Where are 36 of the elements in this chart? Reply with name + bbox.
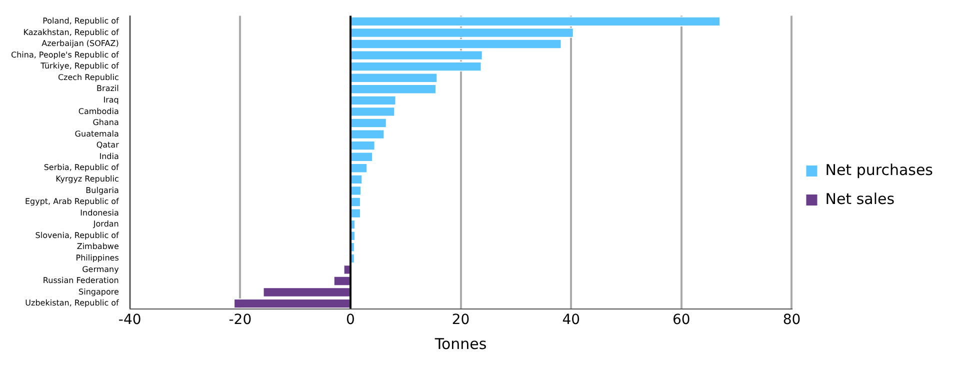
y-tick-label: China, People's Republic of (10, 50, 120, 60)
y-tick-label: Serbia, Republic of (44, 163, 120, 172)
y-tick-label: Kazakhstan, Republic of (23, 28, 120, 37)
y-tick-label: Bulgaria (86, 186, 119, 195)
y-tick-label: Germany (82, 264, 120, 274)
y-tick-label: Qatar (96, 140, 120, 150)
x-axis-title: Tonnes (434, 334, 487, 353)
y-tick-label: Philippines (76, 253, 119, 262)
y-tick-label: Guatemala (74, 129, 119, 138)
y-tick-label: Brazil (96, 84, 119, 94)
y-tick-label: Kyrgyz Republic (56, 174, 119, 184)
y-tick-label: Singapore (78, 287, 119, 296)
x-tick-label: -40 (118, 312, 142, 328)
x-tick-label: 80 (782, 312, 801, 328)
y-tick-label: Türkiye, Republic of (40, 62, 120, 71)
y-tick-label: Indonesia (80, 208, 119, 218)
y-tick-label: Iraq (103, 96, 119, 105)
y-tick-label: Uzbekistan, Republic of (25, 298, 120, 308)
y-tick-label: Azerbaijan (SOFAZ) (42, 39, 119, 48)
y-tick-label: Ghana (92, 118, 119, 128)
legend-label: Net purchases (825, 160, 934, 179)
x-tick-label: 20 (452, 312, 470, 328)
y-tick-label: Poland, Republic of (42, 16, 120, 26)
y-tick-label: Zimbabwe (76, 242, 119, 252)
y-tick-label: Egypt, Arab Republic of (24, 197, 120, 206)
x-tick-label: 60 (672, 312, 690, 328)
x-tick-label: -20 (228, 312, 252, 328)
y-tick-label: Czech Republic (58, 72, 119, 82)
x-tick-label: 40 (562, 312, 580, 328)
y-tick-label: India (99, 152, 119, 161)
legend-label: Net sales (825, 190, 895, 208)
y-tick-label: Slovenia, Republic of (35, 230, 120, 240)
y-tick-label: Cambodia (78, 106, 119, 116)
y-tick-label: Russian Federation (42, 276, 119, 286)
y-tick-label: Jordan (92, 220, 119, 229)
x-tick-label: 0 (346, 312, 355, 328)
